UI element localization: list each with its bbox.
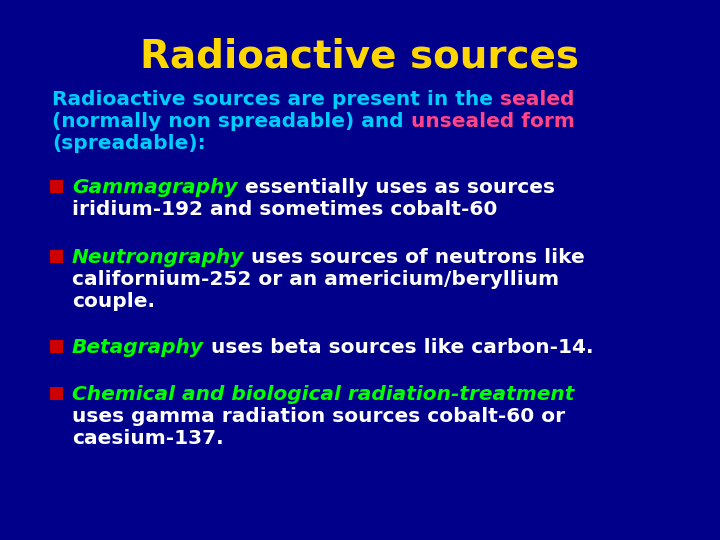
Text: Gammagraphy: Gammagraphy xyxy=(72,178,238,197)
Text: Radioactive sources are present in the: Radioactive sources are present in the xyxy=(52,90,500,109)
Bar xyxy=(50,250,63,263)
Text: (normally non spreadable) and: (normally non spreadable) and xyxy=(52,112,410,131)
Text: californium-252 or an americium/beryllium: californium-252 or an americium/berylliu… xyxy=(72,270,559,289)
Text: uses sources of neutrons like: uses sources of neutrons like xyxy=(244,248,585,267)
Text: couple.: couple. xyxy=(72,292,155,311)
Text: sealed: sealed xyxy=(500,90,575,109)
Text: Betagraphy: Betagraphy xyxy=(72,338,204,357)
Text: (spreadable):: (spreadable): xyxy=(52,134,206,153)
Text: iridium-192 and sometimes cobalt-60: iridium-192 and sometimes cobalt-60 xyxy=(72,200,498,219)
Text: uses beta sources like carbon-14.: uses beta sources like carbon-14. xyxy=(204,338,593,357)
Text: uses gamma radiation sources cobalt-60 or: uses gamma radiation sources cobalt-60 o… xyxy=(72,407,565,426)
Bar xyxy=(50,180,63,193)
Text: Neutrongraphy: Neutrongraphy xyxy=(72,248,244,267)
Text: Radioactive sources: Radioactive sources xyxy=(140,38,580,76)
Text: Chemical and biological radiation-treatment: Chemical and biological radiation-treatm… xyxy=(72,385,575,404)
Bar xyxy=(50,340,63,353)
Text: unsealed form: unsealed form xyxy=(410,112,575,131)
Text: essentially uses as sources: essentially uses as sources xyxy=(238,178,554,197)
Text: caesium-137.: caesium-137. xyxy=(72,429,224,448)
Bar xyxy=(50,387,63,400)
